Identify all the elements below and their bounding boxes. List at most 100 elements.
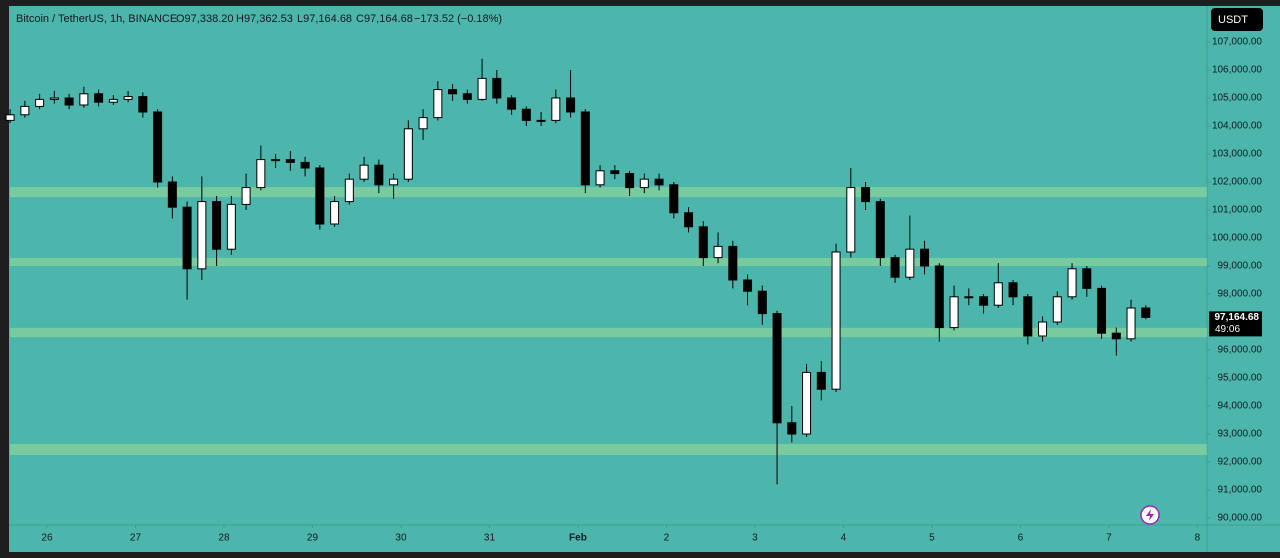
y-tick-label: 104,000.00 [1212, 121, 1262, 132]
candle-body [787, 422, 797, 435]
zones [10, 187, 1207, 455]
candle-body [108, 98, 118, 103]
x-tick-label: 8 [1195, 533, 1201, 544]
candle-body [197, 201, 207, 270]
candle-body [757, 290, 767, 315]
candle-body [743, 279, 753, 292]
x-tick-label: 28 [218, 533, 230, 544]
candle-body [1052, 296, 1062, 323]
candle-body [861, 187, 871, 203]
candle-body [1126, 307, 1136, 340]
candle-body [315, 167, 325, 225]
candle-body [241, 187, 251, 205]
y-tick-label: 99,000.00 [1218, 261, 1263, 272]
y-tick-label: 93,000.00 [1218, 429, 1263, 440]
candle-body [359, 164, 369, 180]
candle-body [1023, 296, 1033, 337]
candle-body [1111, 332, 1121, 340]
y-tick-label: 102,000.00 [1212, 177, 1262, 188]
zone [10, 257, 1207, 266]
candle-body [639, 178, 649, 189]
candle-body [389, 178, 399, 186]
open-label: O97,338.20 [176, 13, 234, 25]
candle-body [1008, 282, 1018, 298]
y-tick-label: 98,000.00 [1218, 289, 1263, 300]
candle-body [256, 159, 266, 189]
candle-body [654, 178, 664, 186]
candle-body [595, 170, 605, 186]
candle-body [20, 105, 30, 116]
candle-body [79, 93, 89, 106]
candle-body [979, 296, 989, 306]
candle-body [433, 89, 443, 119]
candle-body [212, 201, 222, 250]
y-tick-label: 105,000.00 [1212, 93, 1262, 104]
change-label: −173.52 (−0.18%) [414, 13, 502, 25]
candle-body [35, 98, 45, 107]
y-tick-label: 91,000.00 [1218, 485, 1263, 496]
candle-body [802, 371, 812, 435]
candle-body [551, 97, 561, 121]
low-label: L97,164.68 [297, 13, 352, 25]
candle-body [831, 251, 841, 390]
x-tick-label: 29 [307, 533, 319, 544]
candle-body [182, 206, 192, 270]
candle-body [949, 296, 959, 329]
y-tick-label: 95,000.00 [1218, 373, 1263, 384]
y-tick-label: 90,000.00 [1218, 513, 1263, 524]
x-tick-label: 2 [664, 533, 670, 544]
candle-body [138, 96, 148, 113]
candle-body [610, 170, 620, 175]
flash-glyph [1146, 509, 1154, 521]
candle-body [5, 114, 15, 121]
x-tick-label: 31 [484, 533, 496, 544]
y-tick-label: 92,000.00 [1218, 457, 1263, 468]
y-tick-label: 103,000.00 [1212, 149, 1262, 160]
candle-body [462, 93, 472, 100]
y-tick-label: 101,000.00 [1212, 205, 1262, 216]
high-label: H97,362.53 [236, 13, 293, 25]
candle-body [94, 93, 104, 103]
x-tick-label: 4 [841, 533, 847, 544]
candle-body [993, 282, 1003, 306]
zone [10, 444, 1207, 455]
candle-body [123, 96, 133, 100]
candle-body [625, 173, 635, 189]
last-price: 97,164.68 [1215, 312, 1260, 323]
x-tick-label: 26 [41, 533, 53, 544]
y-tick-label: 96,000.00 [1218, 345, 1263, 356]
currency-button[interactable] [1211, 8, 1263, 31]
candle-body [330, 201, 340, 225]
candle-body [728, 245, 738, 281]
candle-body [816, 371, 826, 390]
candle-body [507, 97, 517, 110]
x-tick-label: 3 [752, 533, 758, 544]
candle-body [492, 77, 502, 99]
candle-body [285, 159, 295, 163]
currency[interactable]: USDT [1218, 14, 1248, 26]
candle-body [448, 89, 458, 95]
candles [5, 58, 1151, 485]
x-tick-label: 30 [395, 533, 407, 544]
countdown: 49:06 [1215, 324, 1240, 335]
x-tick-label: 5 [929, 533, 935, 544]
x-tick-label: 27 [130, 533, 142, 544]
candle-body [684, 212, 694, 228]
symbol: Bitcoin / TetherUS, 1h, BINANCE [16, 13, 177, 25]
last-price-box [1209, 311, 1262, 337]
candle-body [271, 159, 281, 162]
x-tick-label: Feb [569, 533, 587, 544]
candle-body [64, 97, 74, 106]
candle-body [403, 128, 413, 180]
close-label: C97,164.68 [356, 13, 413, 25]
zone [10, 327, 1207, 338]
candle-body [566, 97, 576, 113]
axes: 90,000.00 91,000.00 92,000.00 93,000.00 94,0… [41, 37, 1262, 544]
y-tick-label: 94,000.00 [1218, 401, 1263, 412]
x-tick-label: 7 [1106, 533, 1112, 544]
candle-body [846, 187, 856, 253]
candle-body [153, 111, 163, 183]
candle-body [1038, 321, 1048, 337]
